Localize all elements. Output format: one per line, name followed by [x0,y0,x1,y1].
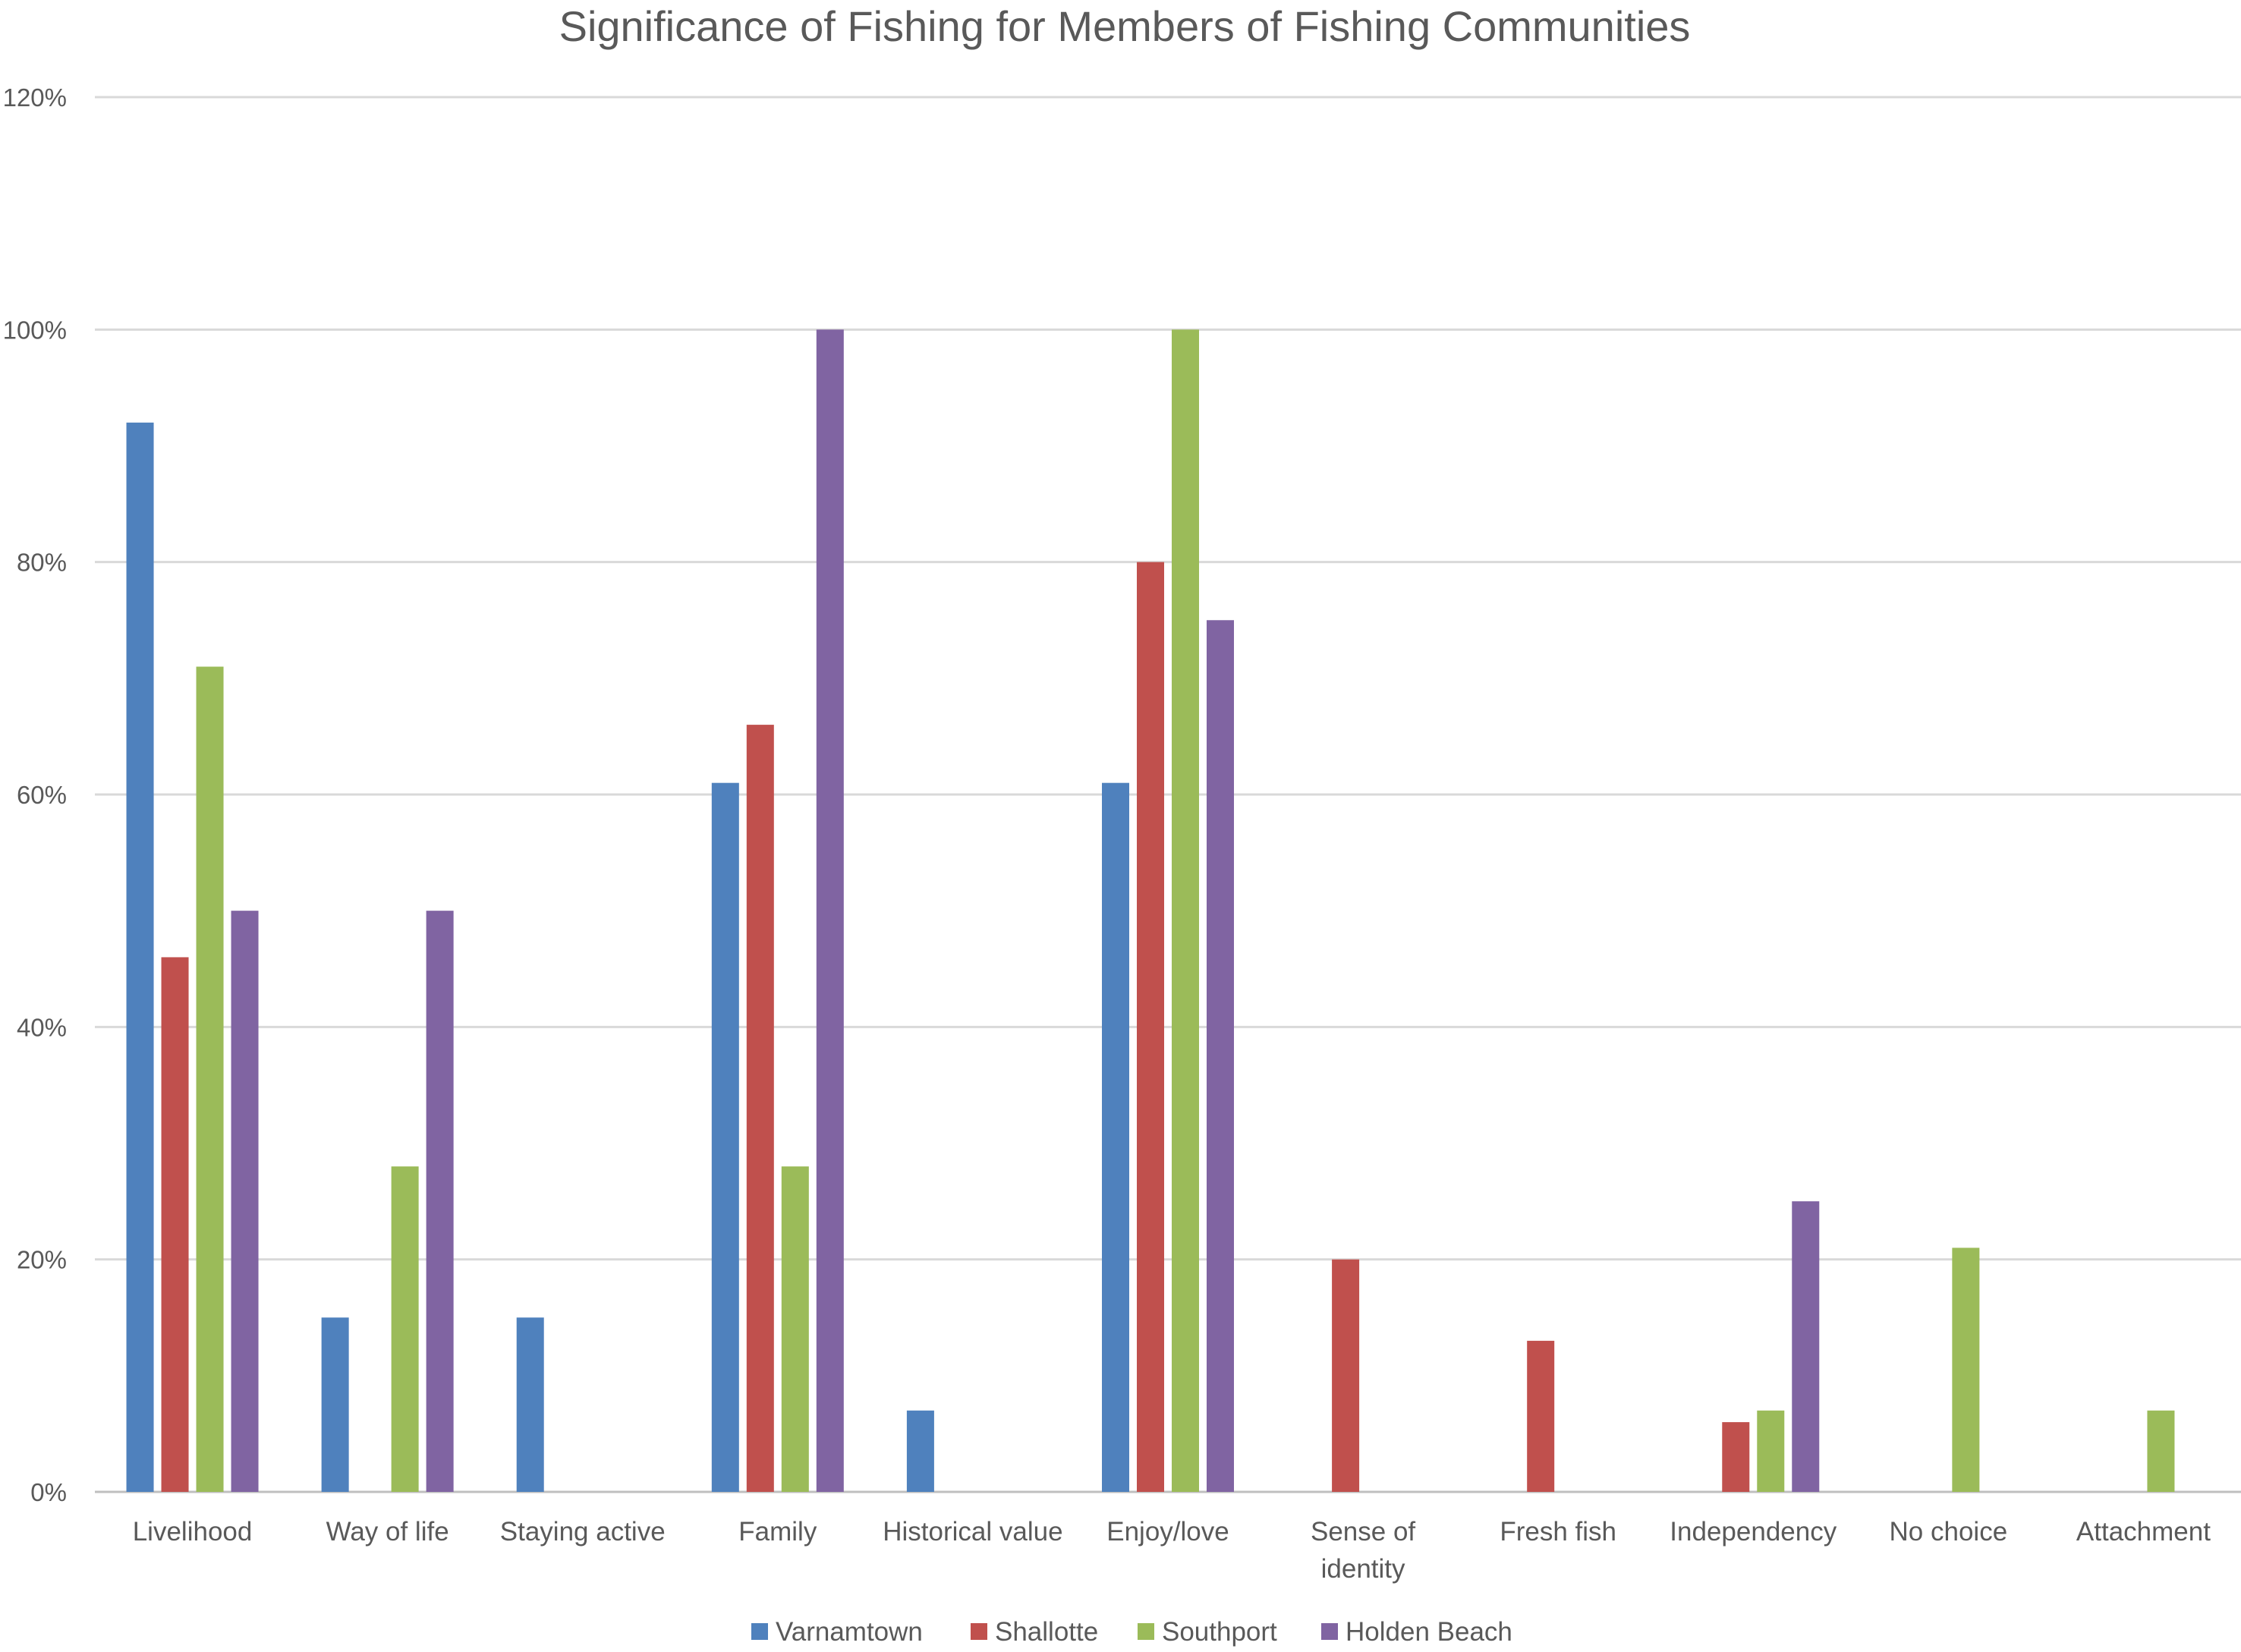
bar-varnamtown [321,1317,349,1492]
bar-southport [1952,1248,1980,1492]
bar-shallotte [1332,1259,1360,1492]
x-category-label: Staying active [500,1517,666,1547]
x-category-label: No choice [1890,1517,2008,1547]
legend-label: Southport [1162,1617,1277,1647]
bar-varnamtown [711,782,739,1492]
bar-holden-beach [426,911,454,1492]
y-tick-label: 60% [17,781,67,809]
x-category-label: Historical value [883,1517,1062,1547]
bar-varnamtown [1102,782,1129,1492]
x-category-label: Attachment [2076,1517,2211,1547]
legend-swatch [1138,1623,1154,1640]
bar-varnamtown [516,1317,544,1492]
bar-shallotte [1722,1422,1750,1492]
legend-label: Varnamtown [776,1617,923,1647]
bars [126,329,2175,1493]
x-axis-categories: Livelihood Way of life Staying active Famil… [133,1517,2211,1584]
y-tick-label: 100% [3,316,67,344]
x-category-label: Sense of [1311,1517,1415,1547]
x-category-label: Way of life [326,1517,449,1547]
x-category-label: Enjoy/love [1106,1517,1229,1547]
bar-southport [2147,1410,2175,1492]
y-tick-label: 40% [17,1013,67,1041]
bar-holden-beach [231,911,259,1492]
bar-holden-beach [816,329,844,1492]
bar-southport [391,1166,419,1492]
bar-holden-beach [1207,620,1234,1492]
bar-southport [1757,1410,1785,1492]
y-tick-label: 20% [17,1246,67,1274]
bar-southport [1172,329,1199,1492]
y-tick-label: 0% [30,1478,67,1506]
y-tick-label: 120% [3,83,67,112]
bar-southport [196,666,224,1493]
bar-holden-beach [1792,1201,1820,1492]
x-category-label: Fresh fish [1500,1517,1616,1547]
bar-shallotte [1527,1340,1555,1492]
legend-swatch [1321,1623,1338,1640]
legend-swatch [971,1623,987,1640]
bar-southport [781,1166,809,1492]
legend: Varnamtown Shallotte Southport Holden Beach [751,1617,1512,1647]
y-axis-ticks: 0% 20% 40% 60% 80% 100% 120% [3,83,67,1506]
legend-label: Shallotte [995,1617,1098,1647]
x-category-label: Family [738,1517,817,1547]
bar-shallotte [161,957,189,1492]
bar-varnamtown [126,422,154,1492]
y-tick-label: 80% [17,549,67,577]
bar-varnamtown [906,1410,934,1492]
x-category-label: Independency [1670,1517,1837,1547]
chart-title: Significance of Fishing for Members of F… [559,2,1691,50]
bar-shallotte [1137,562,1164,1492]
bar-shallotte [746,725,774,1492]
legend-label: Holden Beach [1346,1617,1512,1647]
x-category-label: identity [1321,1554,1405,1584]
legend-swatch [751,1623,768,1640]
x-category-label: Livelihood [133,1517,253,1547]
